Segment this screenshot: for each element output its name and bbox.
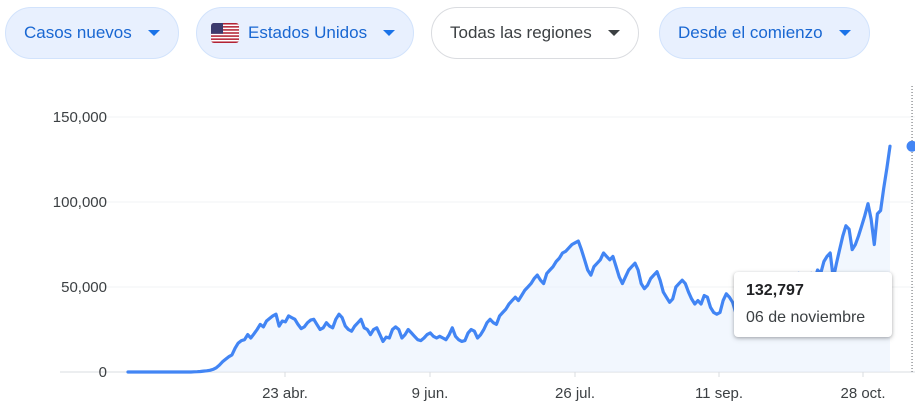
y-tick-label: 0 — [99, 364, 107, 381]
y-axis-ticks: 0 50,000 100,000 150,000 — [53, 109, 107, 381]
x-tick-label: 23 abr. — [262, 385, 308, 402]
tooltip-value: 132,797 — [746, 282, 804, 299]
x-tick-label: 9 jun. — [412, 385, 449, 402]
x-tick-label: 26 jul. — [555, 385, 595, 402]
period-label: Desde el comienzo — [678, 23, 823, 42]
x-tick-label: 28 oct. — [840, 385, 885, 402]
y-tick-label: 100,000 — [53, 194, 107, 211]
caret-down-icon — [838, 30, 851, 36]
country-dropdown[interactable]: Estados Unidos — [196, 7, 415, 59]
tooltip-date: 06 de noviembre — [746, 309, 866, 326]
region-dropdown[interactable]: Todas las regiones — [431, 7, 639, 59]
x-axis-ticks: 23 abr. 9 jun. 26 jul. 11 sep. 28 oct. — [262, 372, 886, 402]
region-label: Todas las regiones — [450, 23, 592, 42]
highlight-point — [906, 140, 915, 152]
us-flag-icon — [211, 23, 239, 43]
caret-down-icon — [147, 30, 160, 36]
x-tick-label: 11 sep. — [695, 385, 743, 402]
caret-down-icon — [607, 30, 620, 36]
metric-label: Casos nuevos — [24, 23, 132, 42]
country-label: Estados Unidos — [248, 23, 368, 42]
series-area — [128, 146, 890, 372]
caret-down-icon — [383, 30, 396, 36]
metric-dropdown[interactable]: Casos nuevos — [5, 7, 179, 59]
y-tick-label: 50,000 — [61, 279, 107, 296]
y-tick-label: 150,000 — [53, 109, 107, 126]
data-tooltip: 132,797 06 de noviembre — [734, 272, 892, 337]
period-dropdown[interactable]: Desde el comienzo — [659, 7, 870, 59]
